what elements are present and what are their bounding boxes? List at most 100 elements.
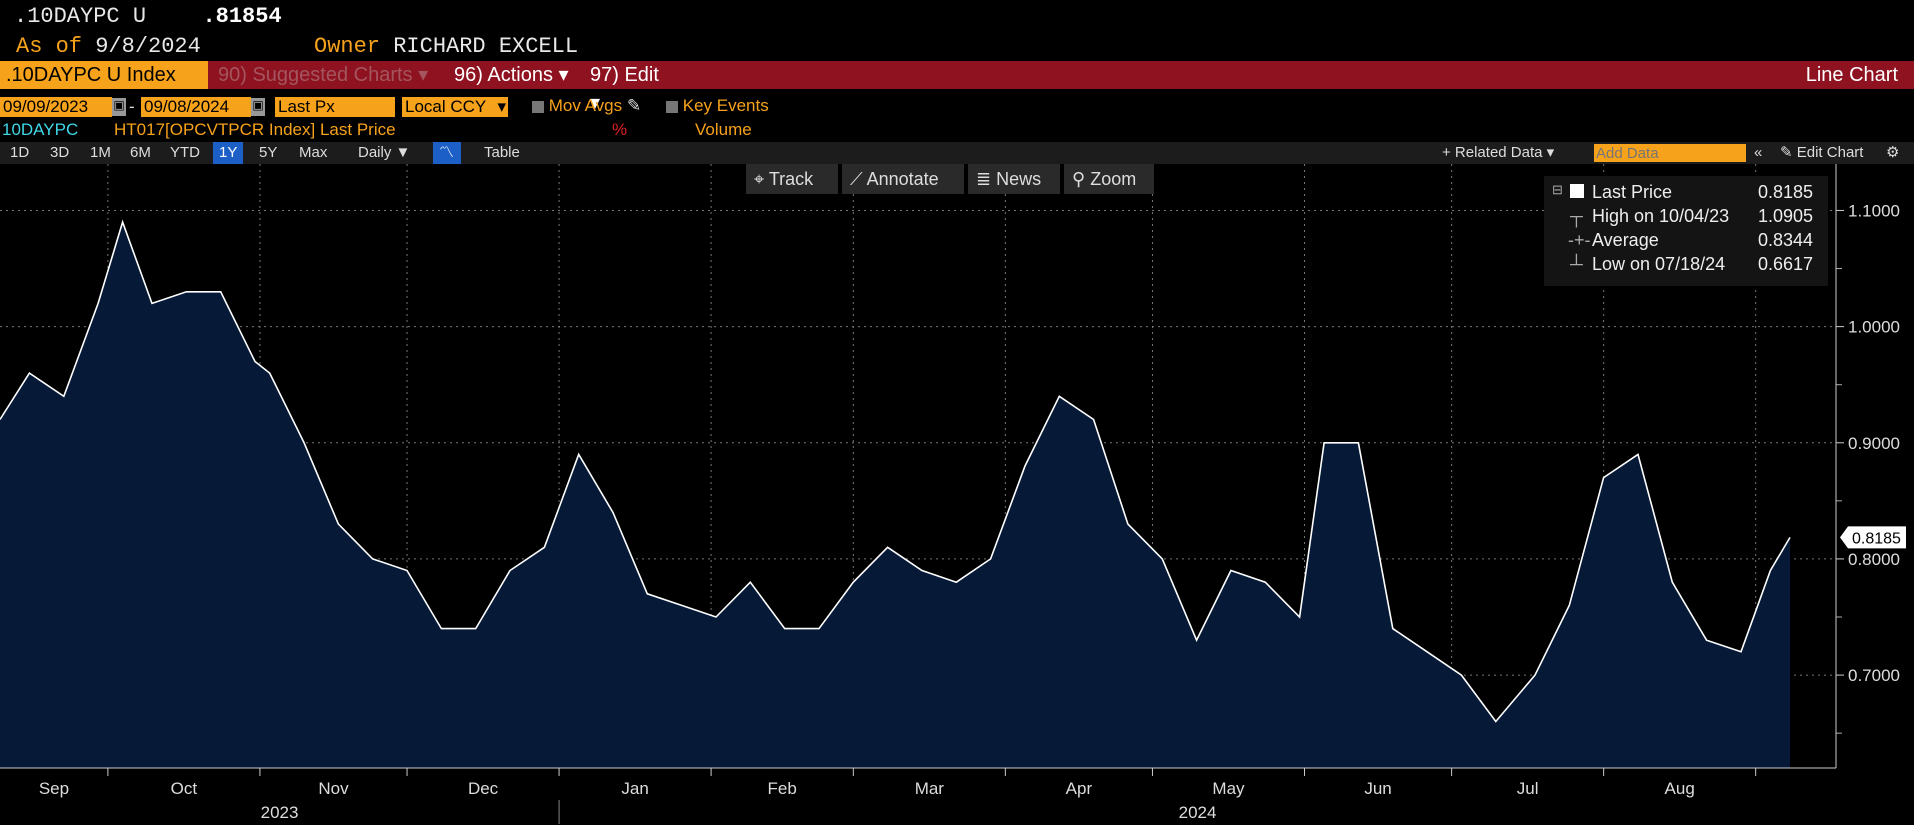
y-tick-label: 0.9000 xyxy=(1848,434,1900,453)
legend-high-label: High on 10/04/23 xyxy=(1592,206,1730,226)
period-button-1d[interactable]: 1D xyxy=(10,144,30,161)
add-data-input[interactable] xyxy=(1594,144,1746,162)
period-button-3d[interactable]: 3D xyxy=(50,144,70,161)
asof-label: As of xyxy=(16,34,83,59)
collapse-icon[interactable]: « xyxy=(1754,144,1763,161)
annotate-button[interactable]: ⟋ Annotate xyxy=(842,164,964,194)
security-field[interactable]: .10DAYPC U Index xyxy=(0,61,208,89)
currency-selector[interactable]: Local CCY ▾ xyxy=(402,97,508,117)
end-calendar-icon[interactable]: ▣ xyxy=(251,98,265,116)
ticker-title: .10DAYPC U .81854 xyxy=(14,4,282,29)
key-events-label: Key Events xyxy=(682,96,769,115)
checkbox-icon xyxy=(532,100,544,113)
y-tick-label: 1.1000 xyxy=(1848,201,1900,220)
legend-last-label: Last Price xyxy=(1592,182,1673,202)
x-month-label: Sep xyxy=(39,779,69,798)
legend-high-value: 1.0905 xyxy=(1758,206,1814,226)
legend-avg-label: Average xyxy=(1592,230,1659,250)
magnifier-icon: ⚲ xyxy=(1072,169,1086,189)
last-price-swatch xyxy=(1570,184,1584,198)
x-axis: Sep Oct Nov Dec Jan Feb Mar Apr May Jun Jul Aug 2023… xyxy=(0,767,1836,824)
field-selector[interactable]: Last Px xyxy=(275,97,395,117)
low-marker-icon: ┴ xyxy=(1570,254,1583,274)
news-label: News xyxy=(996,169,1042,189)
start-date-field[interactable]: 09/09/2023 xyxy=(0,97,112,117)
period-button-6m[interactable]: 6M xyxy=(130,144,151,161)
price-area xyxy=(0,222,1790,769)
high-marker-icon: ┬ xyxy=(1570,206,1583,226)
series-desc: HT017[OPCVTPCR Index] Last Price xyxy=(114,120,396,139)
zoom-label: Zoom xyxy=(1090,169,1137,189)
frequency-selector[interactable]: Daily ▼ xyxy=(358,144,411,161)
view-title: Line Chart xyxy=(1805,64,1898,86)
actions-menu[interactable]: 96) Actions ▾ xyxy=(454,64,569,86)
ticker-symbol: .10DAYPC U xyxy=(14,4,147,29)
mov-avgs-label: Mov Avgs xyxy=(548,96,623,115)
x-month-label: Jun xyxy=(1364,779,1391,798)
pencil-icon: ✎ xyxy=(1780,144,1793,161)
key-events-toggle[interactable]: Key Events xyxy=(666,96,769,118)
crosshair-icon: ⌖ xyxy=(754,169,765,189)
series-name: 10DAYPC xyxy=(2,120,79,139)
annotate-label: Annotate xyxy=(866,169,939,189)
owner-label: Owner xyxy=(314,34,381,59)
mov-avgs-toggle[interactable]: Mov Avgs ✎ xyxy=(532,96,641,118)
news-button[interactable]: ≣ News xyxy=(968,164,1060,194)
legend-low-value: 0.6617 xyxy=(1758,254,1814,274)
suggested-charts-button[interactable]: 90) Suggested Charts ▾ xyxy=(218,64,429,86)
actions-label: 96) Actions xyxy=(454,64,553,86)
news-icon: ≣ xyxy=(976,169,992,189)
x-month-label: Nov xyxy=(318,779,349,798)
x-year-label: 2023 xyxy=(261,803,299,822)
y-tick-label: 0.7000 xyxy=(1848,666,1900,685)
series-pct: % xyxy=(612,120,628,139)
x-year-label: 2024 xyxy=(1179,803,1217,822)
gear-icon[interactable]: ⚙ xyxy=(1886,144,1900,161)
series-volume: Volume xyxy=(695,120,752,139)
period-button-1y[interactable]: 1Y xyxy=(213,142,244,164)
zoom-button[interactable]: ⚲ Zoom xyxy=(1064,164,1154,194)
annotate-icon: ⟋ xyxy=(850,169,863,189)
asof-line: As of 9/8/2024 xyxy=(16,34,201,59)
edit-chart-button[interactable]: ✎ Edit Chart xyxy=(1774,142,1869,164)
period-button-ytd[interactable]: YTD xyxy=(170,144,200,161)
line-chart-icon[interactable]: 〽 xyxy=(433,142,461,164)
track-button[interactable]: ⌖ Track xyxy=(746,164,838,194)
pencil-icon: ✎ xyxy=(626,96,642,115)
x-month-label: Jan xyxy=(621,779,648,798)
track-label: Track xyxy=(768,169,814,189)
x-month-label: Aug xyxy=(1665,779,1695,798)
table-button[interactable]: Table xyxy=(484,144,520,161)
suggested-charts-label: 90) Suggested Charts xyxy=(218,64,413,86)
period-button-max[interactable]: Max xyxy=(299,144,328,161)
start-calendar-icon[interactable]: ▣ xyxy=(112,98,126,116)
legend xyxy=(1544,176,1828,286)
edit-label: 97) Edit xyxy=(590,64,659,86)
price-chart[interactable]: 1.1000 1.0000 0.9000 0.8000 0.7000 0.8185 Sep… xyxy=(0,164,1914,825)
x-month-label: Oct xyxy=(171,779,198,798)
owner-line: Owner RICHARD EXCELL xyxy=(314,34,578,59)
x-month-label: Apr xyxy=(1066,779,1093,798)
x-month-label: Feb xyxy=(768,779,797,798)
end-date-field[interactable]: 09/08/2024 xyxy=(141,97,251,117)
currency-label: Local CCY xyxy=(405,97,487,116)
frequency-label: Daily xyxy=(358,144,392,161)
period-button-5y[interactable]: 5Y xyxy=(259,144,278,161)
price-line xyxy=(0,219,1791,723)
menu-bar xyxy=(0,61,1914,89)
average-marker-icon: -+- xyxy=(1568,230,1591,250)
edit-menu[interactable]: 97) Edit ▾ xyxy=(590,64,659,114)
collapse-legend-icon[interactable]: ⊟ xyxy=(1552,182,1563,197)
y-tick-label: 0.8000 xyxy=(1848,550,1900,569)
related-data-label: + Related Data xyxy=(1442,144,1543,161)
y-tick-label: 1.0000 xyxy=(1848,318,1900,337)
edit-chart-label: Edit Chart xyxy=(1796,144,1864,161)
period-button-1m[interactable]: 1M xyxy=(90,144,111,161)
ticker-value: .81854 xyxy=(202,4,282,29)
x-month-label: May xyxy=(1212,779,1245,798)
related-data-button[interactable]: + Related Data ▾ xyxy=(1442,144,1555,161)
legend-avg-value: 0.8344 xyxy=(1758,230,1814,250)
legend-last-value: 0.8185 xyxy=(1758,182,1814,202)
period-toolbar xyxy=(0,142,1914,164)
last-value-label: 0.8185 xyxy=(1852,530,1901,547)
